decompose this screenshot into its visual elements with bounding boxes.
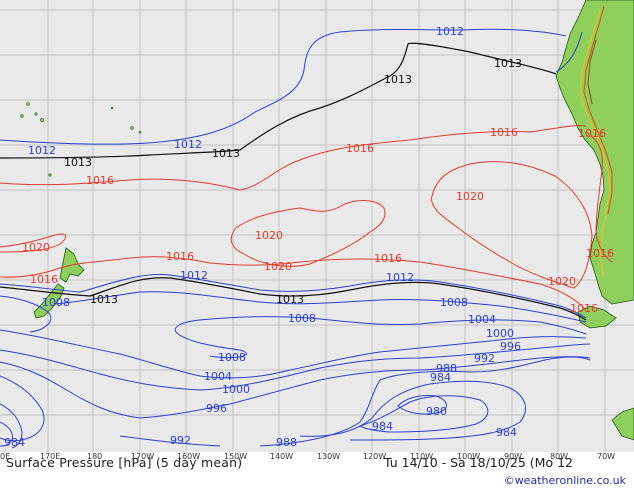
- lon-tick-11: 90W: [504, 452, 522, 461]
- isobar-label-992-a: 992: [474, 352, 495, 365]
- lon-tick-2: 180: [87, 452, 102, 461]
- isobar-label-1013-ne: 1013: [494, 57, 522, 70]
- isobar-label-1008-b: 1008: [440, 296, 468, 309]
- lon-tick-9: 110W: [410, 452, 433, 461]
- high-pressure-isobars: [0, 125, 613, 311]
- lon-tick-13: 70W: [597, 452, 615, 461]
- isobar-label-996-b: 996: [206, 402, 227, 415]
- lon-tick-12: 80W: [550, 452, 568, 461]
- lon-tick-10: 100W: [457, 452, 480, 461]
- lon-tick-7: 130W: [317, 452, 340, 461]
- ocean-background: [0, 0, 634, 452]
- isobar-label-1016-ne: 1016: [490, 126, 518, 139]
- isobar-label-988-b: 988: [276, 436, 297, 449]
- lon-tick-4: 160W: [177, 452, 200, 461]
- isobar-label-984-b: 984: [372, 420, 393, 433]
- lon-tick-3: 170W: [131, 452, 154, 461]
- antarctic-peninsula-land: [611, 407, 634, 441]
- mean-isobars: [0, 42, 587, 321]
- isobar-label-1012-south: 1012: [180, 269, 208, 282]
- isobar-label-1020-ne: 1020: [456, 190, 484, 203]
- isobar-label-1020-west: 1020: [22, 241, 50, 254]
- isobar-label-1013-west: 1013: [64, 156, 92, 169]
- isobar-label-984-a: 984: [430, 371, 451, 384]
- isobar-label-988-a: 988: [436, 362, 457, 375]
- isobar-label-1013-top: 1013: [384, 73, 412, 86]
- low-pressure-isobars: [0, 28, 591, 449]
- isobar-label-1016-mid: 1016: [346, 142, 374, 155]
- isobar-label-984-d: 984: [4, 436, 25, 449]
- tierra-del-fuego-land: [577, 305, 617, 329]
- isobar-label-1016-south-2: 1016: [374, 252, 402, 265]
- isobar-label-1020-b: 1020: [264, 260, 292, 273]
- isobar-label-1012-mid: 1012: [174, 138, 202, 151]
- lon-tick-1: 170E: [40, 452, 60, 461]
- time-span: Tu 14/10 - Sa 18/10/25 (Mo 12: [384, 455, 573, 470]
- isobar-label-980: 980: [426, 405, 447, 418]
- isobar-label-1016-south: 1016: [166, 250, 194, 263]
- lon-tick-5: 150W: [224, 452, 247, 461]
- graticule: [0, 0, 634, 452]
- isobar-label-1000-a: 1000: [486, 327, 514, 340]
- isobar-label-996-a: 996: [500, 340, 521, 353]
- lon-tick-8: 120W: [363, 452, 386, 461]
- isobar-label-1008-nz: 1008: [42, 296, 70, 309]
- isobar-label-1016-nw: 1016: [86, 174, 114, 187]
- lon-tick-0: 0E: [0, 452, 10, 461]
- isobar-label-1016-se: 1016: [586, 247, 614, 260]
- south-america-land: [555, 0, 634, 305]
- isobar-label-1004-b: 1004: [204, 370, 232, 383]
- isobar-label-1016-west: 1016: [30, 273, 58, 286]
- isobar-label-1013-south: 1013: [276, 293, 304, 306]
- isobar-label-1016-far-se: 1016: [570, 302, 598, 315]
- credit-link[interactable]: ©weatheronline.co.uk: [503, 474, 626, 487]
- isobar-label-1008-c: 1008: [218, 351, 246, 364]
- isobar-label-984-c: 984: [496, 426, 517, 439]
- isobar-label-1004-a: 1004: [468, 313, 496, 326]
- chart-caption: Surface Pressure [hPa] (5 day mean): [6, 455, 243, 470]
- lon-tick-6: 140W: [270, 452, 293, 461]
- longitude-ticks: 0E 170E 180 170W 160W 150W 140W 130W 120…: [0, 452, 615, 461]
- pacific-islands: [20, 102, 142, 177]
- isobar-label-1008-a: 1008: [288, 312, 316, 325]
- isobar-label-1020-se: 1020: [548, 275, 576, 288]
- andes-relief: [579, 5, 613, 277]
- isobar-label-1013-mid: 1013: [212, 147, 240, 160]
- isobar-label-1012-top: 1012: [436, 25, 464, 38]
- isobar-labels: 1012 1013 1013 1012 1013 1012 1013 1016 …: [4, 25, 614, 449]
- isobar-label-1012-west: 1012: [28, 144, 56, 157]
- isobar-label-992-b: 992: [170, 434, 191, 447]
- isobar-label-1012-south-2: 1012: [386, 271, 414, 284]
- isobar-label-1013-nz: 1013: [90, 293, 118, 306]
- isobar-label-1020-a: 1020: [255, 229, 283, 242]
- isobar-label-1000-b: 1000: [222, 383, 250, 396]
- isobar-label-1016-coast: 1016: [578, 127, 606, 140]
